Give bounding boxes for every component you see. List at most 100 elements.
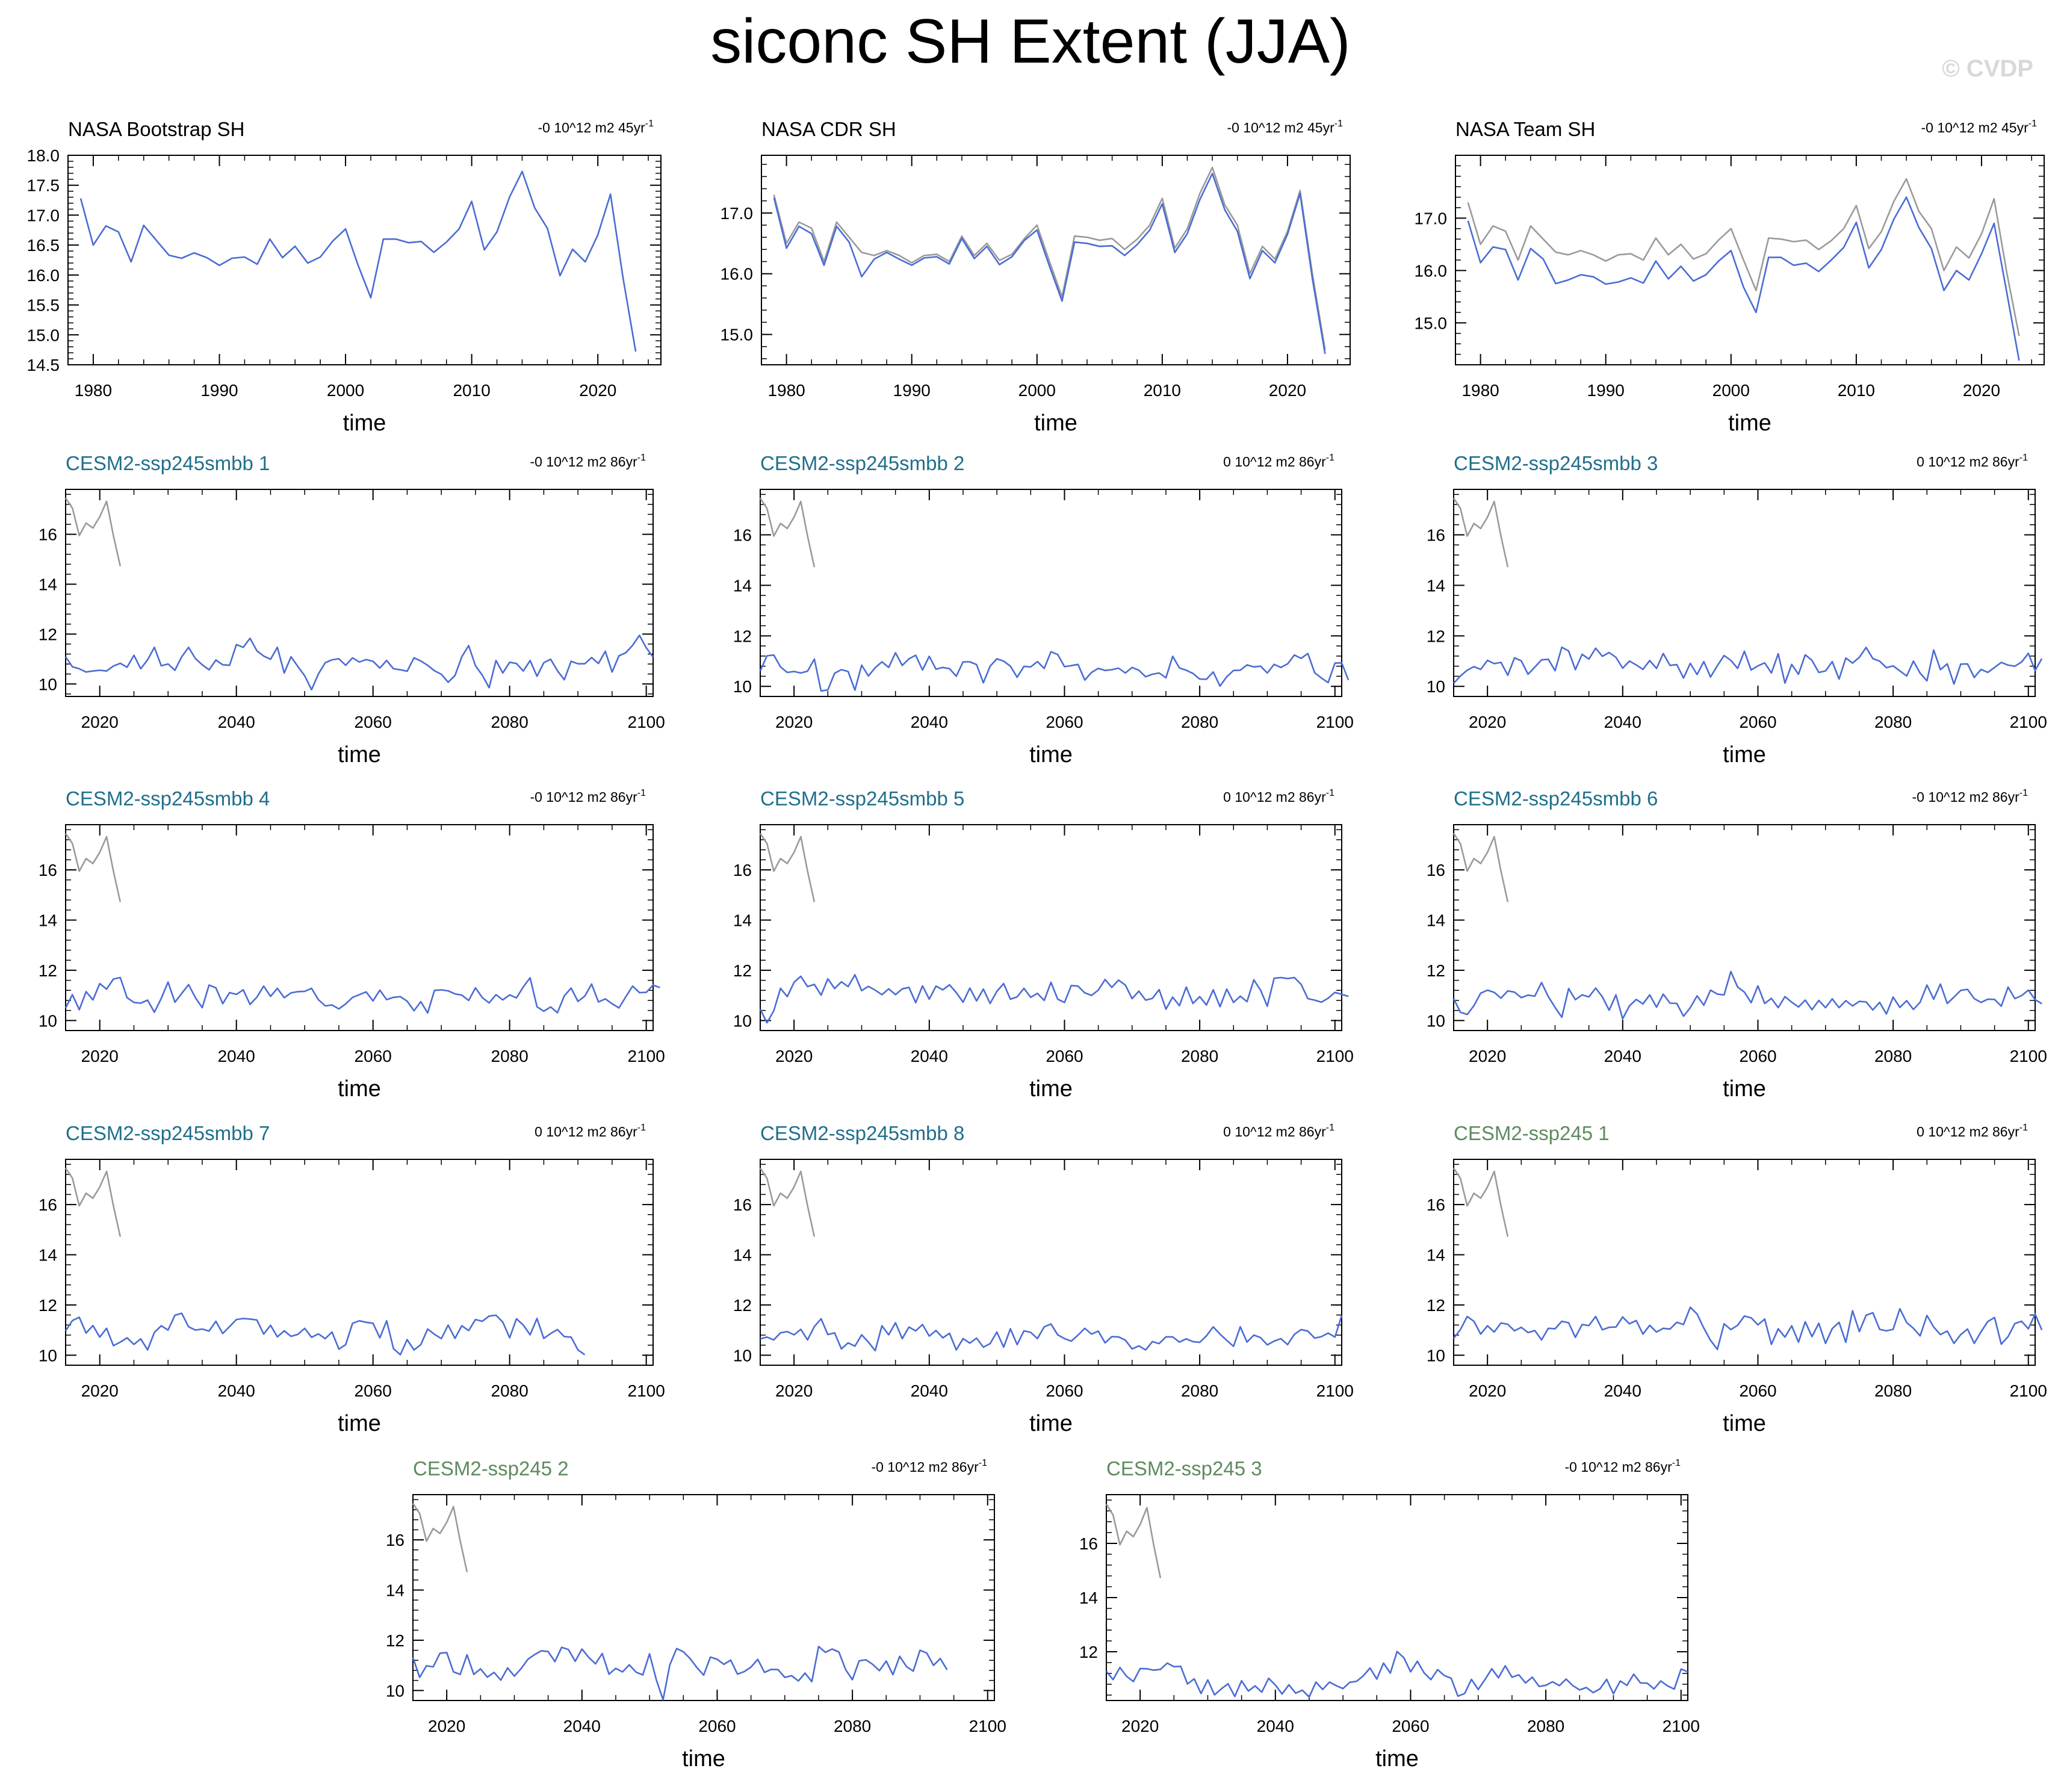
reference-series-line xyxy=(759,832,816,902)
y-tick-label: 17.0 xyxy=(27,206,60,225)
chart-panel-6: 2020 2040 2060 2080 2100 10 12 14 16 time CESM2-ss… xyxy=(1427,452,2047,767)
x-tick-label: 2020 xyxy=(428,1717,465,1735)
trend-exponent: -1 xyxy=(637,1123,646,1133)
trend-label: -0 10^12 m2 86yr-1 xyxy=(1564,1458,1681,1475)
chart-panel-10: 2020 2040 2060 2080 2100 10 12 14 16 time CESM2-ss… xyxy=(39,1122,665,1436)
x-axis-label: time xyxy=(343,411,386,436)
y-tick-label: 10 xyxy=(733,1011,752,1030)
chart-panel-11: 2020 2040 2060 2080 2100 10 12 14 16 time CESM2-ss… xyxy=(733,1122,1354,1436)
y-tick-label: 12 xyxy=(39,1296,57,1315)
y-tick-label: 16.0 xyxy=(721,265,754,284)
x-tick-label: 2060 xyxy=(1392,1717,1429,1735)
model-series-line xyxy=(1467,196,2020,361)
trend-label: 0 10^12 m2 86yr-1 xyxy=(1917,453,2028,470)
y-tick-label: 16 xyxy=(39,1195,57,1214)
x-tick-label: 2020 xyxy=(1121,1717,1159,1735)
x-tick-label: 2040 xyxy=(1257,1717,1294,1735)
panel-title: CESM2-ssp245smbb 8 xyxy=(760,1122,964,1144)
y-tick-label: 15.0 xyxy=(721,326,754,344)
plot-frame xyxy=(1453,824,2036,1031)
y-tick-label: 16 xyxy=(1427,526,1445,545)
x-axis-label: time xyxy=(1034,411,1077,436)
y-tick-label: 14 xyxy=(733,911,752,929)
x-tick-label: 2100 xyxy=(969,1717,1006,1735)
x-tick-label: 1980 xyxy=(1461,381,1499,400)
plot-frame xyxy=(761,155,1351,365)
reference-series-line xyxy=(759,1167,816,1237)
trend-value: 0 10^12 m2 86yr xyxy=(535,1124,637,1139)
trend-label: 0 10^12 m2 86yr-1 xyxy=(535,1123,646,1139)
x-tick-label: 2100 xyxy=(2010,1047,2047,1065)
plot-frame xyxy=(760,824,1342,1031)
x-tick-label: 2020 xyxy=(775,1381,813,1400)
plot-frame xyxy=(760,1159,1342,1366)
x-tick-label: 2040 xyxy=(911,1047,948,1065)
y-tick-label: 16.0 xyxy=(1415,261,1448,280)
x-tick-label: 2060 xyxy=(1739,1381,1776,1400)
trend-value: 0 10^12 m2 86yr xyxy=(1223,789,1326,805)
chart-panel-13: 2020 2040 2060 2080 2100 10 12 14 16 time CESM2-ss… xyxy=(386,1457,1006,1772)
reference-series-line xyxy=(412,1502,468,1572)
y-tick-label: 15.0 xyxy=(27,326,60,344)
trend-label: 0 10^12 m2 86yr-1 xyxy=(1223,1123,1334,1139)
trend-value: 0 10^12 m2 86yr xyxy=(1917,454,2019,470)
panel-title: CESM2-ssp245 1 xyxy=(1454,1122,1610,1144)
y-tick-label: 10 xyxy=(733,1346,752,1365)
trend-value: 0 10^12 m2 86yr xyxy=(1223,454,1326,470)
x-tick-label: 2020 xyxy=(81,1047,119,1065)
x-axis-label: time xyxy=(1029,1076,1073,1102)
y-tick-label: 14 xyxy=(386,1581,404,1599)
y-tick-label: 14.5 xyxy=(27,356,60,374)
y-tick-label: 10 xyxy=(39,1011,57,1030)
plot-frame xyxy=(65,1159,654,1366)
y-tick-label: 17.0 xyxy=(1415,209,1448,228)
chart-panel-3: 1980 1990 2000 2010 2020 15.0 16.0 17.0 time NASA… xyxy=(1415,118,2045,436)
reference-series-line xyxy=(1452,1167,1509,1237)
x-axis-label: time xyxy=(682,1746,725,1772)
trend-value: -0 10^12 m2 86yr xyxy=(1564,1459,1672,1475)
y-tick-label: 16 xyxy=(733,1195,752,1214)
y-tick-label: 12 xyxy=(1427,961,1445,980)
x-tick-label: 2060 xyxy=(355,713,392,731)
trend-exponent: -1 xyxy=(2028,119,2037,129)
trend-label: 0 10^12 m2 86yr-1 xyxy=(1223,788,1334,805)
trend-value: -0 10^12 m2 45yr xyxy=(538,120,645,135)
reference-series-line xyxy=(64,1167,122,1237)
x-tick-label: 1990 xyxy=(200,381,238,400)
x-tick-label: 2040 xyxy=(218,713,255,731)
y-tick-label: 14 xyxy=(733,576,752,595)
x-tick-label: 2100 xyxy=(1316,1047,1354,1065)
x-tick-label: 1990 xyxy=(1587,381,1625,400)
y-tick-label: 10 xyxy=(1427,1011,1445,1030)
trend-value: -0 10^12 m2 45yr xyxy=(1921,120,2028,135)
x-tick-label: 2100 xyxy=(2010,713,2047,731)
model-series-line xyxy=(1452,1306,2043,1350)
x-axis-label: time xyxy=(338,742,381,767)
y-tick-label: 14 xyxy=(733,1245,752,1264)
plot-frame xyxy=(67,155,662,365)
trend-label: -0 10^12 m2 86yr-1 xyxy=(871,1458,987,1475)
reference-series-line xyxy=(773,166,1326,350)
y-tick-label: 10 xyxy=(39,1346,57,1365)
chart-panel-1: 1980 1990 2000 2010 2020 14.5 15.0 15.5 16.0 16.5… xyxy=(27,118,662,436)
x-tick-label: 2040 xyxy=(911,1381,948,1400)
chart-panel-14: 2020 2040 2060 2080 2100 12 14 16 time CESM2-ssp2… xyxy=(1079,1457,1700,1772)
x-tick-label: 2020 xyxy=(775,713,813,731)
trend-exponent: -1 xyxy=(637,788,646,798)
plot-frame xyxy=(1453,1159,2036,1366)
y-tick-label: 16 xyxy=(733,526,752,545)
model-series-line xyxy=(64,976,660,1014)
chart-panel-12: 2020 2040 2060 2080 2100 10 12 14 16 time CESM2-ss… xyxy=(1427,1122,2047,1436)
x-tick-label: 2020 xyxy=(81,713,119,731)
panel-title: CESM2-ssp245smbb 7 xyxy=(66,1122,270,1144)
trend-label: -0 10^12 m2 45yr-1 xyxy=(1227,119,1343,135)
x-tick-label: 2060 xyxy=(698,1717,736,1735)
x-axis-label: time xyxy=(1375,1746,1419,1772)
y-tick-label: 12 xyxy=(1079,1643,1098,1661)
x-tick-label: 2020 xyxy=(1469,1047,1506,1065)
panel-title: CESM2-ssp245smbb 2 xyxy=(760,452,964,474)
x-tick-label: 2060 xyxy=(355,1381,392,1400)
reference-series-line xyxy=(1452,832,1509,902)
x-tick-label: 2060 xyxy=(1046,1047,1083,1065)
